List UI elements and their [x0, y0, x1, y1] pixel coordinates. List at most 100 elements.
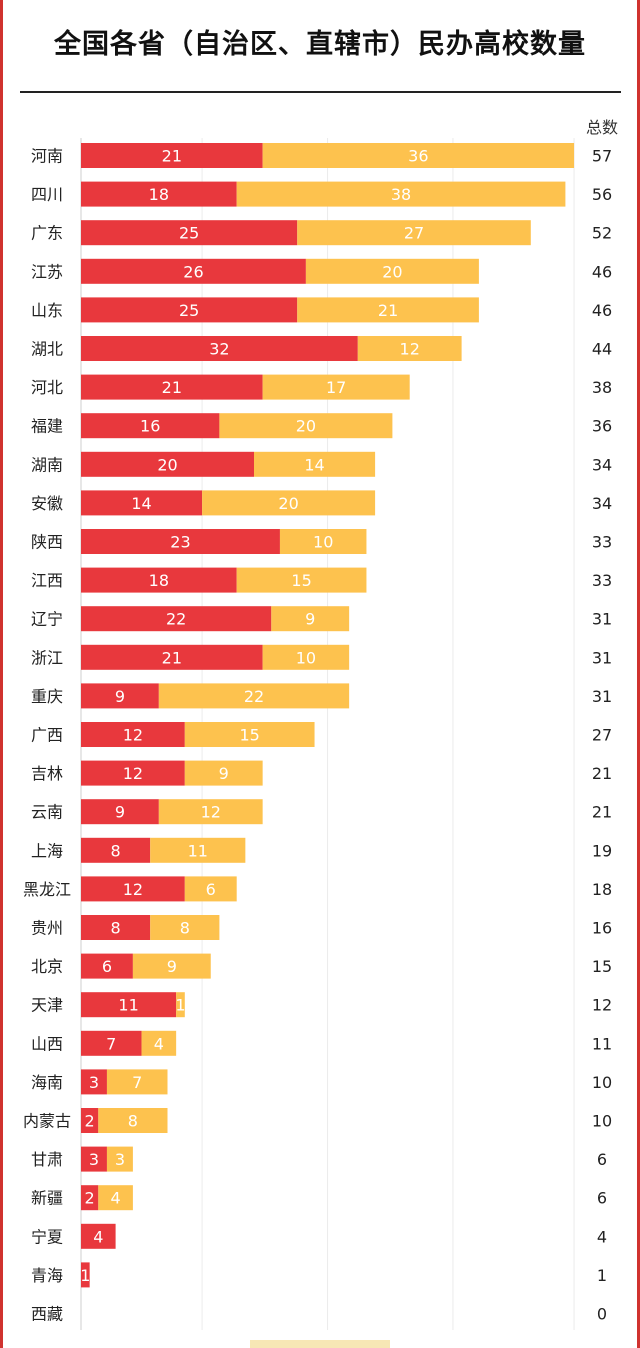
bar-segment-a: [81, 336, 358, 361]
bar-segment-b: [150, 837, 246, 863]
bar-a-value-label: 18: [149, 571, 169, 590]
bar-segment-b: [150, 915, 220, 940]
chart-title: 全国各省（自治区、直辖市）民办高校数量: [54, 29, 586, 60]
bar-segment-a: [81, 490, 203, 516]
category-label: 辽宁: [31, 610, 63, 629]
category-label: 江西: [31, 571, 63, 590]
bar-a-value-label: 8: [111, 919, 121, 938]
total-value-label: 57: [592, 147, 612, 166]
bar-segment-b: [184, 760, 263, 786]
category-label: 江苏: [31, 262, 63, 281]
bar-a-value-label: 21: [162, 147, 182, 166]
bar-a-value-label: 12: [123, 764, 143, 783]
total-value-label: 19: [592, 841, 612, 860]
bar-a-value-label: 6: [102, 957, 112, 976]
category-label: 宁夏: [31, 1227, 63, 1246]
bar-a-value-label: 23: [170, 533, 190, 552]
bar-a-value-label: 2: [85, 1189, 95, 1208]
bar-a-value-label: 16: [140, 417, 160, 436]
category-label: 新疆: [31, 1189, 63, 1208]
category-label: 重庆: [31, 687, 63, 706]
bar-segment-b: [158, 799, 263, 825]
bar-a-value-label: 2: [85, 1112, 95, 1131]
category-label: 广西: [31, 726, 63, 745]
total-value-label: 12: [592, 996, 612, 1015]
bar-b-value-label: 10: [296, 648, 316, 667]
total-value-label: 33: [592, 533, 612, 552]
bar-a-value-label: 11: [118, 996, 138, 1015]
category-label: 山西: [31, 1034, 63, 1053]
category-label: 海南: [31, 1073, 63, 1092]
bar-a-value-label: 7: [106, 1034, 116, 1053]
bar-a-value-label: 12: [123, 880, 143, 899]
category-label: 黑龙江: [23, 880, 71, 899]
bar-segment-b: [279, 529, 367, 554]
bar-segment-a: [81, 876, 185, 902]
total-column-header: 总数: [585, 118, 618, 137]
category-label: 内蒙古: [23, 1112, 71, 1131]
bar-segment-a: [81, 181, 237, 207]
bar-b-value-label: 4: [154, 1034, 164, 1053]
category-label: 广东: [31, 224, 63, 243]
bar-b-value-label: 6: [206, 880, 216, 899]
bar-segment-b: [98, 1185, 133, 1211]
total-value-label: 34: [592, 494, 612, 513]
bar-b-value-label: 9: [305, 610, 315, 629]
bar-segment-a: [81, 953, 133, 979]
category-label: 上海: [31, 841, 63, 860]
bar-segment-a: [81, 915, 151, 940]
bar-segment-a: [81, 1262, 90, 1288]
total-value-label: 10: [592, 1112, 612, 1131]
bar-b-value-label: 9: [219, 764, 229, 783]
bar-segment-a: [81, 992, 177, 1018]
category-label: 吉林: [31, 764, 63, 783]
total-value-label: 46: [592, 301, 612, 320]
bar-b-value-label: 20: [296, 417, 316, 436]
bar-b-value-label: 9: [167, 957, 177, 976]
category-label: 北京: [31, 957, 63, 976]
bar-a-value-label: 21: [162, 378, 182, 397]
bar-segment-b: [236, 181, 566, 207]
bar-segment-b: [305, 258, 479, 284]
bar-b-value-label: 11: [188, 841, 208, 860]
total-value-label: 6: [597, 1150, 607, 1169]
bar-b-value-label: 20: [382, 262, 402, 281]
total-value-label: 1: [597, 1266, 607, 1285]
category-label: 甘肃: [31, 1150, 63, 1169]
category-label: 贵州: [31, 919, 63, 938]
bar-segment-a: [81, 1223, 116, 1249]
left-frame-border: [0, 0, 3, 1348]
bar-segment-b: [262, 143, 575, 168]
bar-segment-b: [132, 953, 211, 979]
bar-a-value-label: 26: [183, 262, 203, 281]
category-label: 云南: [31, 803, 63, 822]
total-value-label: 33: [592, 571, 612, 590]
total-value-label: 31: [592, 610, 612, 629]
total-value-label: 21: [592, 764, 612, 783]
bar-a-value-label: 9: [115, 687, 125, 706]
category-label: 河南: [31, 147, 63, 166]
total-value-label: 52: [592, 224, 612, 243]
bar-segment-b: [106, 1146, 133, 1172]
bar-segment-a: [81, 1030, 142, 1056]
bar-segment-b: [184, 722, 315, 747]
bar-b-value-label: 38: [391, 185, 411, 204]
bar-b-value-label: 36: [408, 147, 428, 166]
bar-b-value-label: 12: [201, 803, 221, 822]
bar-segment-b: [98, 1108, 168, 1133]
bar-segment-a: [81, 606, 272, 632]
total-value-label: 15: [592, 957, 612, 976]
bar-a-value-label: 18: [149, 185, 169, 204]
bar-segment-a: [81, 837, 151, 863]
total-value-label: 16: [592, 919, 612, 938]
category-label: 陕西: [31, 533, 63, 552]
category-label: 湖南: [31, 455, 63, 474]
bar-segment-b: [158, 683, 350, 709]
bar-segment-a: [81, 220, 298, 246]
bar-segment-a: [81, 683, 159, 709]
bar-segment-b: [219, 413, 393, 439]
category-label: 福建: [31, 417, 63, 436]
total-value-label: 18: [592, 880, 612, 899]
bar-a-value-label: 22: [166, 610, 186, 629]
category-label: 天津: [31, 996, 63, 1015]
